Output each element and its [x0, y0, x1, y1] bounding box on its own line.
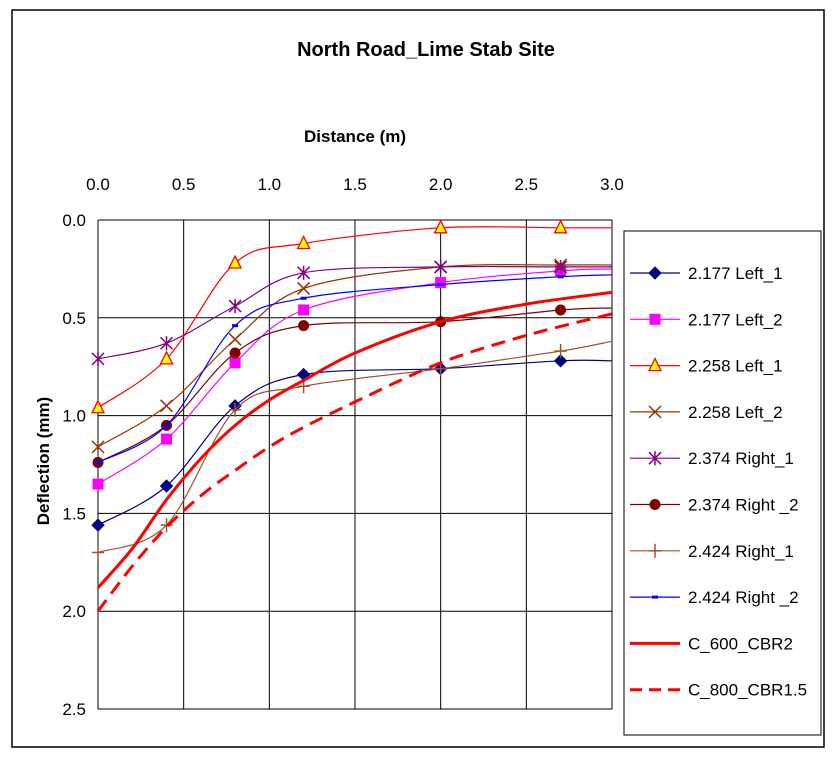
legend-label: 2.424 Right _2 — [688, 588, 799, 607]
data-point — [553, 219, 568, 234]
data-point — [159, 350, 174, 365]
data-point — [298, 320, 310, 332]
legend-marker — [652, 595, 658, 599]
data-point — [297, 281, 311, 295]
series-line — [96, 312, 613, 613]
y-tick-label: 1.0 — [62, 407, 86, 426]
legend-item: 2.258 Left_2 — [630, 403, 783, 422]
data-point — [433, 219, 448, 234]
legend-marker — [648, 266, 662, 280]
data-point — [91, 518, 105, 532]
legend: 2.177 Left_1 2.177 Left_2 2.258 Left_1 2.25… — [623, 230, 822, 736]
marker-stroke — [91, 440, 105, 454]
legend-item: C_600_CBR2 — [630, 634, 793, 653]
legend-marker — [648, 451, 662, 466]
legend-marker — [649, 313, 661, 325]
data-point — [91, 440, 105, 454]
marker-stroke — [228, 332, 242, 346]
data-point — [232, 324, 239, 328]
data-point — [229, 402, 242, 417]
data-point — [296, 235, 311, 250]
legend-label: 2.258 Left_2 — [688, 403, 783, 422]
legend-item: 2.424 Right_1 — [630, 542, 794, 561]
legend-marker — [649, 543, 661, 558]
legend-label: C_600_CBR2 — [688, 634, 793, 653]
legend-label: 2.258 Left_1 — [688, 357, 783, 376]
data-point — [229, 347, 241, 359]
x-tick-label: 0.0 — [86, 175, 110, 194]
marker-stroke — [160, 399, 174, 413]
x-axis-title: Distance (m) — [304, 127, 406, 146]
data-point — [297, 265, 311, 280]
series-5 — [91, 259, 612, 366]
data-point — [298, 304, 310, 316]
marker-stroke — [297, 281, 311, 295]
data-point — [557, 275, 564, 279]
data-point — [554, 344, 567, 359]
legend-item: 2.424 Right _2 — [630, 588, 799, 607]
legend-marker — [648, 405, 662, 419]
data-point — [92, 478, 104, 490]
plot-area: 0.0 0.5 1.0 1.5 2.0 2.5 3.0 0.0 0.5 1.0 1.5 2.0 2.5 — [62, 175, 623, 719]
y-axis-title: Deflection (mm) — [34, 397, 53, 525]
legend-label: 2.424 Right_1 — [688, 542, 794, 561]
data-point — [228, 332, 242, 346]
legend-item: 2.374 Right_1 — [630, 449, 794, 468]
data-point — [163, 423, 170, 427]
legend-label: C_800_CBR1.5 — [688, 681, 807, 700]
data-point — [229, 357, 241, 369]
data-point — [161, 433, 173, 445]
data-point — [90, 399, 106, 414]
data-point — [228, 299, 242, 314]
series-3 — [90, 219, 612, 414]
data-point — [95, 461, 101, 465]
data-point — [554, 259, 568, 274]
series-line — [96, 290, 613, 589]
data-point — [160, 336, 174, 351]
series-8 — [95, 274, 613, 465]
legend-item: 2.374 Right _2 — [630, 496, 799, 515]
data-point — [91, 351, 105, 366]
x-tick-label: 1.0 — [258, 175, 282, 194]
series-9 — [96, 290, 613, 589]
data-point — [435, 277, 447, 289]
legend-item: 2.258 Left_1 — [630, 357, 783, 376]
legend-item: C_800_CBR1.5 — [630, 681, 807, 700]
data-point — [434, 259, 448, 274]
y-tick-label: 1.5 — [62, 504, 86, 523]
y-tick-label: 2.5 — [62, 700, 86, 719]
series-4 — [91, 258, 613, 454]
y-tick-label: 2.0 — [62, 602, 86, 621]
x-tick-label: 3.0 — [600, 175, 624, 194]
legend-marker — [649, 499, 661, 510]
data-point — [555, 304, 567, 316]
data-point — [159, 479, 174, 493]
data-point — [553, 354, 568, 368]
legend-item: 2.177 Left_1 — [630, 264, 783, 283]
data-point — [228, 254, 243, 269]
data-point — [92, 545, 104, 560]
x-tick-label: 0.5 — [172, 175, 196, 194]
legend-label: 2.177 Left_1 — [688, 264, 783, 283]
legend-item: 2.177 Left_2 — [630, 310, 783, 329]
x-tick-label: 2.5 — [515, 175, 539, 194]
x-tick-label: 1.5 — [343, 175, 367, 194]
y-tick-label: 0.0 — [62, 211, 86, 230]
chart-title: North Road_Lime Stab Site — [297, 39, 555, 61]
marker-stroke — [648, 405, 662, 419]
data-point — [300, 296, 307, 300]
series-10 — [96, 312, 613, 613]
y-tick-label: 0.5 — [62, 309, 86, 328]
series-7 — [92, 340, 613, 560]
legend-box — [623, 230, 822, 736]
x-tick-label: 2.0 — [429, 175, 453, 194]
legend-label: 2.374 Right_1 — [688, 449, 794, 468]
data-point — [160, 399, 174, 413]
legend-marker — [647, 357, 663, 372]
data-point — [437, 283, 444, 287]
legend-label: 2.374 Right _2 — [688, 496, 799, 515]
legend-label: 2.177 Left_2 — [688, 310, 783, 329]
